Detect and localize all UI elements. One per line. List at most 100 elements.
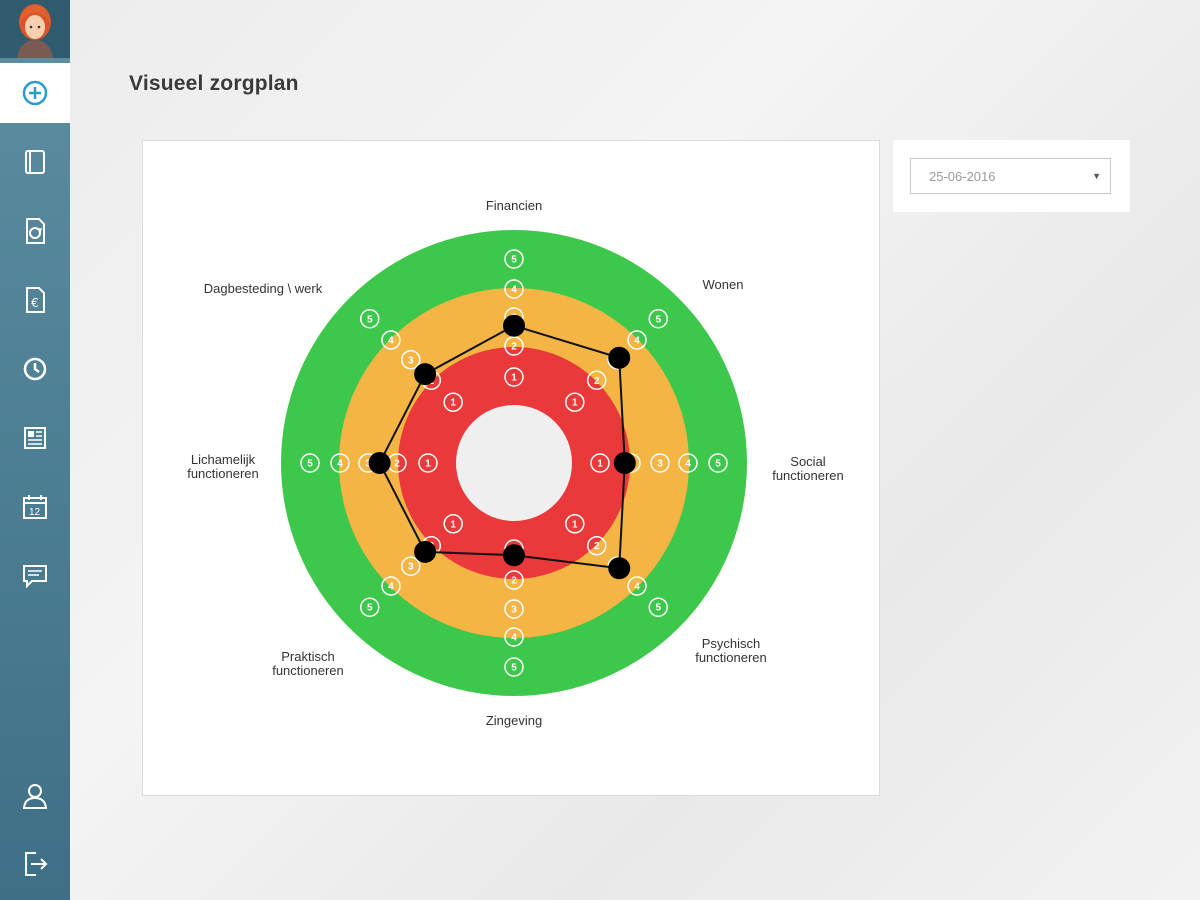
- score-point[interactable]: [608, 346, 631, 369]
- page-title: Visueel zorgplan: [129, 72, 299, 95]
- logout-button[interactable]: [0, 834, 70, 894]
- sidebar-item-care-document[interactable]: [0, 201, 70, 261]
- sidebar-item-profile[interactable]: [0, 766, 70, 826]
- care-plan-radar-chart[interactable]: 1234512345123451234512345123451234512345…: [143, 141, 881, 797]
- sidebar-item-calendar[interactable]: 12: [0, 477, 70, 537]
- score-point[interactable]: [503, 314, 525, 337]
- sidebar-item-finance-document[interactable]: €: [0, 270, 70, 330]
- axis-label: Praktisch functioneren: [272, 649, 344, 678]
- scale-label: 4: [511, 633, 517, 644]
- scale-label: 4: [337, 459, 343, 470]
- sidebar-item-history[interactable]: [0, 339, 70, 399]
- scale-marker: [504, 279, 524, 299]
- scale-marker: [565, 392, 585, 412]
- scale-label: 2: [511, 342, 517, 353]
- newspaper-icon: [24, 427, 46, 449]
- scale-marker: [504, 657, 524, 677]
- scale-marker: [401, 556, 421, 576]
- scale-marker: [565, 514, 585, 534]
- scale-label: 5: [511, 255, 517, 266]
- add-button[interactable]: [0, 63, 70, 123]
- scale-marker: [401, 350, 421, 370]
- avatar[interactable]: [0, 0, 70, 58]
- scale-label: 1: [425, 459, 431, 470]
- document-cycle-icon: [26, 218, 45, 244]
- scale-label: 1: [597, 459, 603, 470]
- scale-label: 1: [511, 373, 517, 384]
- scale-label: 3: [657, 459, 663, 470]
- scale-marker: [504, 627, 524, 647]
- document-euro-icon: €: [26, 287, 45, 313]
- sidebar-item-dossier[interactable]: [0, 132, 70, 192]
- score-point[interactable]: [414, 363, 437, 386]
- scale-label: 2: [394, 459, 400, 470]
- scale-marker: [418, 453, 438, 473]
- scale-label: 4: [634, 335, 640, 346]
- sidebar: € 12: [0, 0, 70, 900]
- scale-label: 1: [450, 398, 456, 409]
- scale-label: 4: [511, 285, 517, 296]
- score-point[interactable]: [414, 540, 437, 563]
- clock-icon: [23, 357, 47, 381]
- sidebar-item-messages[interactable]: [0, 546, 70, 606]
- scale-label: 2: [594, 541, 600, 552]
- sidebar-item-news[interactable]: [0, 408, 70, 468]
- scale-marker: [504, 336, 524, 356]
- scale-marker: [360, 309, 380, 329]
- scale-label: 4: [388, 335, 394, 346]
- scale-label: 5: [367, 314, 373, 325]
- scale-marker: [678, 453, 698, 473]
- date-select[interactable]: 25-06-2016 ▼: [910, 158, 1111, 194]
- logout-icon: [25, 852, 48, 876]
- axis-label: Psychisch functioneren: [695, 636, 767, 665]
- scale-label: 5: [655, 314, 661, 325]
- scale-marker: [586, 370, 607, 391]
- scale-marker: [627, 576, 647, 596]
- chevron-down-icon: ▼: [1092, 171, 1101, 181]
- scale-marker: [443, 392, 463, 412]
- score-point[interactable]: [368, 452, 391, 474]
- scale-marker: [360, 597, 380, 617]
- axis-label: Lichamelijk functioneren: [187, 452, 259, 481]
- calendar-icon: 12: [23, 495, 47, 519]
- chat-icon: [23, 565, 47, 589]
- book-icon: [25, 150, 45, 174]
- score-point[interactable]: [608, 557, 631, 580]
- scale-label: 4: [388, 582, 394, 593]
- chart-card: 1234512345123451234512345123451234512345…: [142, 140, 880, 796]
- axis-label: Financien: [486, 198, 542, 213]
- scale-marker: [586, 535, 607, 556]
- scale-label: 5: [655, 603, 661, 614]
- scale-label: 1: [572, 519, 578, 530]
- scale-label: 5: [307, 459, 313, 470]
- axis-label: Wonen: [703, 277, 744, 292]
- scale-marker: [504, 249, 524, 269]
- scale-marker: [504, 599, 524, 619]
- user-icon: [22, 784, 48, 809]
- score-point[interactable]: [503, 544, 525, 567]
- scale-label: 3: [511, 605, 517, 616]
- calendar-day: 12: [29, 507, 41, 518]
- axis-label: Zingeving: [486, 713, 542, 728]
- score-point[interactable]: [613, 452, 636, 474]
- scale-label: 2: [594, 376, 600, 387]
- scale-label: 5: [511, 663, 517, 674]
- scale-label: 1: [572, 398, 578, 409]
- plus-circle-icon: [22, 80, 48, 106]
- scale-label: 1: [450, 519, 456, 530]
- scale-marker: [330, 453, 350, 473]
- scale-marker: [504, 367, 524, 387]
- scale-marker: [300, 453, 320, 473]
- scale-marker: [648, 597, 668, 617]
- scale-marker: [708, 453, 728, 473]
- scale-label: 3: [408, 562, 414, 573]
- scale-marker: [590, 453, 610, 473]
- scale-marker: [381, 576, 401, 596]
- scale-marker: [381, 330, 401, 350]
- axis-label: Dagbesteding \ werk: [204, 281, 323, 296]
- scale-marker: [443, 514, 463, 534]
- date-select-value: 25-06-2016: [929, 169, 996, 184]
- axis-label: Social functioneren: [772, 454, 844, 483]
- scale-marker: [504, 570, 524, 590]
- scale-label: 4: [685, 459, 691, 470]
